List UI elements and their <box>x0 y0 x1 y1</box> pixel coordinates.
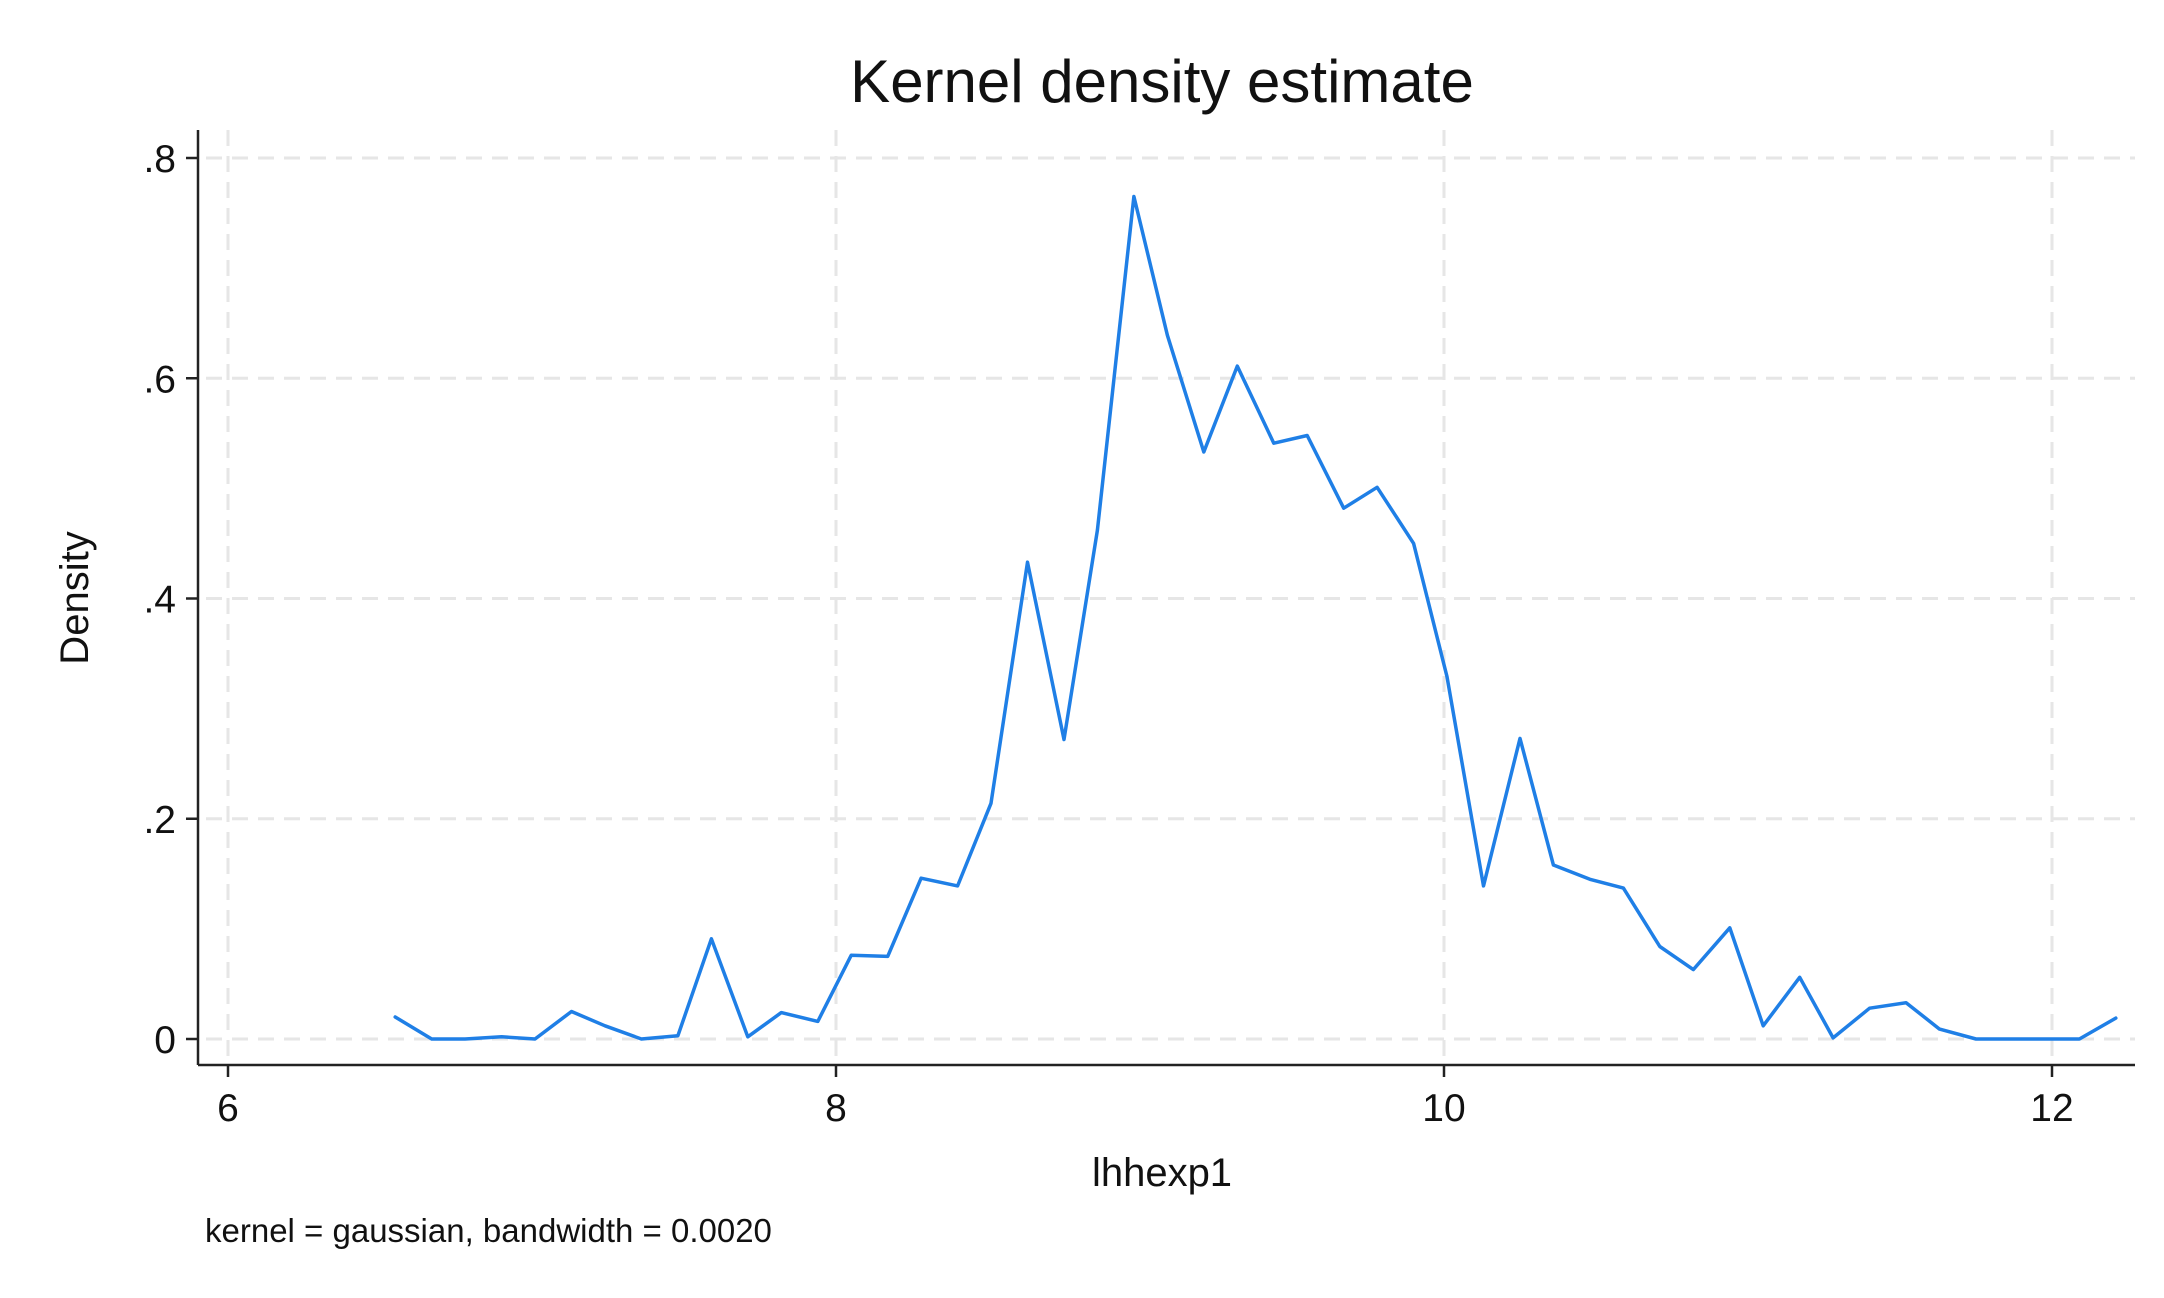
x-tick-label-3: 12 <box>2030 1087 2073 1130</box>
axes <box>186 130 2135 1077</box>
grid-lines <box>206 130 2135 1057</box>
chart-note: kernel = gaussian, bandwidth = 0.0020 <box>205 1212 772 1249</box>
tick-labels: 0 .2 .4 .6 .8 6 8 10 12 <box>143 138 2073 1130</box>
x-tick-label-0: 6 <box>217 1087 239 1130</box>
x-tick-label-2: 10 <box>1422 1087 1465 1130</box>
y-tick-label-3: .6 <box>143 358 176 401</box>
y-tick-label-4: .8 <box>143 138 176 181</box>
chart-title: Kernel density estimate <box>850 48 1474 115</box>
y-tick-label-0: 0 <box>154 1019 176 1062</box>
x-axis-label: lhhexp1 <box>1092 1151 1232 1195</box>
y-tick-label-1: .2 <box>143 799 176 842</box>
density-series <box>393 194 2118 1041</box>
density-line-0 <box>393 194 2118 1041</box>
y-axis-label: Density <box>53 531 97 664</box>
x-tick-label-1: 8 <box>825 1087 847 1130</box>
y-tick-label-2: .4 <box>143 579 176 622</box>
